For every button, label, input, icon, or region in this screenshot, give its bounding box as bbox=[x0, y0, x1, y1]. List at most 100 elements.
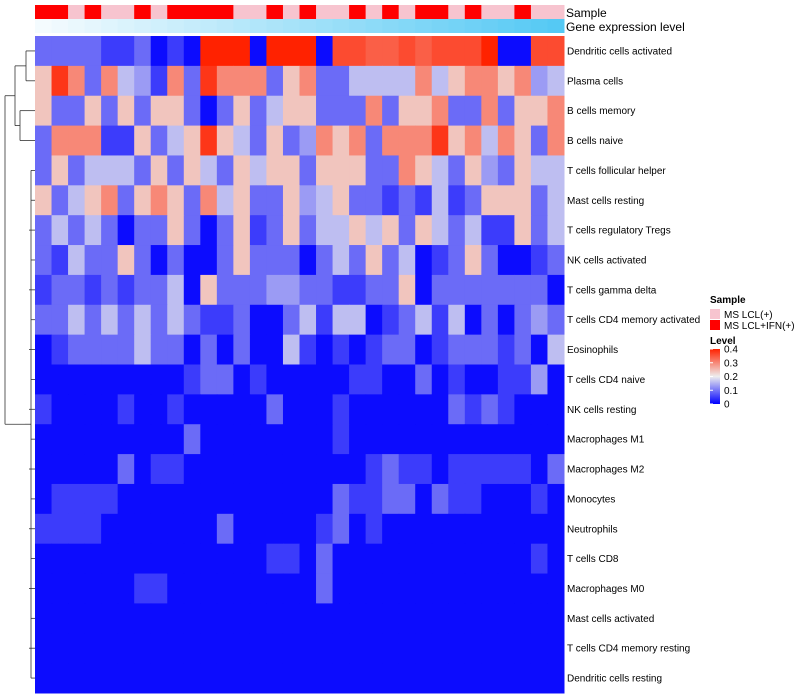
heatmap-cell bbox=[415, 274, 433, 306]
heatmap-cell bbox=[464, 454, 482, 485]
heatmap-cell bbox=[382, 603, 400, 634]
heatmap-cell bbox=[514, 394, 532, 425]
heatmap-cell bbox=[464, 603, 482, 634]
heatmap-cell bbox=[134, 95, 152, 127]
heatmap-cell bbox=[299, 424, 317, 455]
heatmap-cell bbox=[382, 65, 400, 97]
heatmap-cell bbox=[101, 543, 119, 575]
expression-cell bbox=[68, 19, 86, 33]
heatmap-cell bbox=[282, 304, 300, 336]
heatmap-cell bbox=[68, 543, 86, 575]
heatmap-cell bbox=[514, 454, 532, 485]
heatmap-cell bbox=[332, 304, 350, 336]
heatmap-cell bbox=[117, 513, 135, 545]
heatmap-cell bbox=[117, 125, 135, 156]
sample-cell bbox=[200, 5, 218, 19]
heatmap-cell bbox=[249, 394, 267, 425]
heatmap-cell bbox=[150, 125, 168, 156]
heatmap-cell bbox=[316, 215, 334, 246]
expression-annotation-bar bbox=[35, 19, 565, 33]
heatmap-cell bbox=[68, 513, 86, 545]
heatmap-cell bbox=[316, 125, 334, 156]
heatmap-cell bbox=[349, 424, 367, 455]
expression-cell bbox=[266, 19, 284, 33]
heatmap-cell bbox=[35, 543, 53, 575]
heatmap-cell bbox=[68, 394, 86, 425]
heatmap-cell bbox=[101, 65, 119, 97]
heatmap-cell bbox=[282, 513, 300, 545]
heatmap-cell bbox=[415, 633, 433, 664]
heatmap-cell bbox=[183, 483, 201, 515]
heatmap-cell bbox=[398, 36, 416, 67]
heatmap-cell bbox=[84, 245, 102, 276]
heatmap-cell bbox=[497, 394, 515, 425]
heatmap-cell bbox=[84, 36, 102, 67]
level-tick-label: 0.3 bbox=[724, 358, 738, 369]
heatmap-cell bbox=[332, 185, 350, 216]
heatmap-cell bbox=[167, 304, 185, 336]
heatmap-cell bbox=[398, 65, 416, 97]
heatmap-cell bbox=[497, 125, 515, 156]
heatmap-cell bbox=[316, 663, 334, 694]
heatmap-cell bbox=[84, 513, 102, 545]
heatmap-cell bbox=[349, 543, 367, 575]
heatmap-cell bbox=[398, 394, 416, 425]
heatmap-cell bbox=[382, 364, 400, 395]
heatmap-cell bbox=[266, 125, 284, 156]
sample-annotation-bar bbox=[35, 5, 565, 19]
heatmap-cell bbox=[249, 185, 267, 216]
heatmap-cell bbox=[514, 65, 532, 97]
heatmap-cell bbox=[530, 573, 548, 604]
legend-label-ms-lcl-ifn: MS LCL+IFN(+) bbox=[724, 321, 795, 332]
heatmap-cell bbox=[84, 364, 102, 395]
legend-swatch-ms-lcl-ifn bbox=[710, 320, 720, 330]
heatmap-cell bbox=[316, 454, 334, 485]
heatmap-cell bbox=[530, 125, 548, 156]
heatmap-cell bbox=[481, 185, 499, 216]
heatmap-cell bbox=[216, 394, 234, 425]
heatmap-cell bbox=[547, 603, 565, 634]
heatmap-cell bbox=[51, 274, 69, 306]
heatmap-cell bbox=[68, 633, 86, 664]
heatmap-cell bbox=[481, 663, 499, 694]
heatmap-cell bbox=[150, 633, 168, 664]
heatmap-cell bbox=[134, 454, 152, 485]
heatmap-cell bbox=[497, 543, 515, 575]
heatmap-cell bbox=[216, 125, 234, 156]
heatmap-cell bbox=[349, 573, 367, 604]
heatmap-cell bbox=[249, 483, 267, 515]
heatmap-cell bbox=[167, 36, 185, 67]
heatmap-cell bbox=[299, 543, 317, 575]
heatmap-cell bbox=[497, 603, 515, 634]
heatmap-cell bbox=[481, 483, 499, 515]
heatmap-cell bbox=[530, 304, 548, 336]
legend-swatch-ms-lcl bbox=[710, 309, 720, 319]
heatmap-cell bbox=[514, 36, 532, 67]
heatmap-cell bbox=[365, 65, 383, 97]
heatmap-cell bbox=[431, 603, 449, 634]
sample-cell bbox=[448, 5, 466, 19]
row-label: Dendritic cells activated bbox=[567, 46, 672, 57]
expression-cell bbox=[382, 19, 400, 33]
heatmap-cell bbox=[448, 36, 466, 67]
heatmap-cell bbox=[481, 543, 499, 575]
heatmap-cell bbox=[431, 36, 449, 67]
heatmap-cell bbox=[332, 65, 350, 97]
heatmap-cell bbox=[249, 155, 267, 186]
heatmap-cell bbox=[514, 663, 532, 694]
heatmap-cell bbox=[332, 155, 350, 186]
heatmap-cell bbox=[216, 573, 234, 604]
level-color-bar bbox=[710, 349, 720, 404]
expression-cell bbox=[497, 19, 515, 33]
heatmap-cell bbox=[365, 513, 383, 545]
heatmap-cell bbox=[216, 185, 234, 216]
heatmap-cell bbox=[382, 663, 400, 694]
heatmap-cell bbox=[431, 454, 449, 485]
heatmap-cell bbox=[299, 36, 317, 67]
heatmap-cell bbox=[216, 663, 234, 694]
heatmap-cell bbox=[481, 95, 499, 127]
heatmap-cell bbox=[35, 215, 53, 246]
row-label: Plasma cells bbox=[567, 76, 623, 87]
heatmap-cell bbox=[464, 334, 482, 365]
heatmap-cell bbox=[117, 364, 135, 395]
